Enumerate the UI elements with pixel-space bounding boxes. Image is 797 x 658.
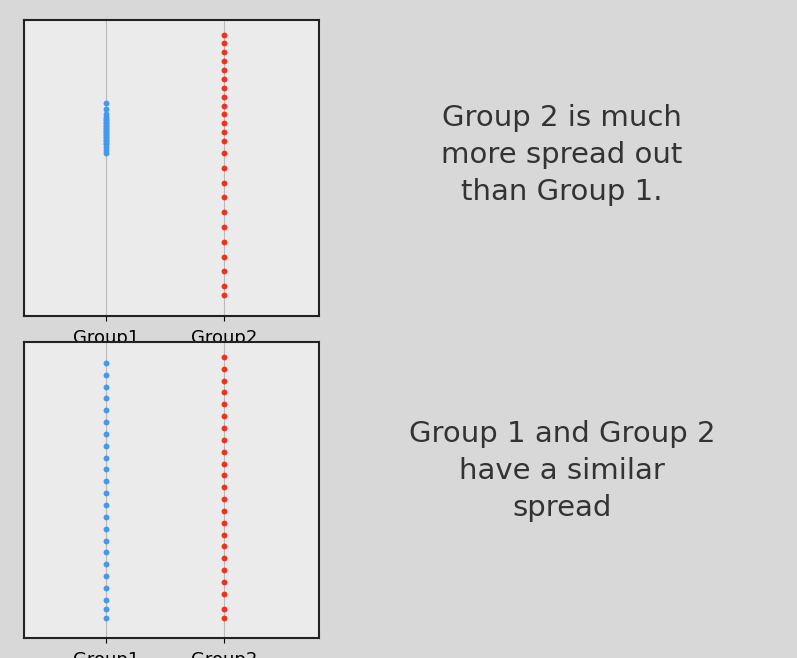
Point [218,565,231,575]
Point [100,488,113,499]
Point [218,148,231,159]
Point [100,382,113,392]
Point [218,100,231,111]
Point [218,207,231,217]
Point [218,222,231,232]
Point [218,411,231,422]
Point [100,429,113,440]
Point [218,109,231,120]
Point [100,112,113,122]
Point [218,363,231,374]
Point [218,399,231,409]
Point [100,476,113,487]
Point [218,576,231,588]
Point [218,423,231,434]
Point [218,266,231,276]
Point [100,405,113,416]
Point [100,121,113,132]
Point [100,134,113,145]
Text: Group 2 is much
more spread out
than Group 1.: Group 2 is much more spread out than Gro… [442,105,682,206]
Point [100,453,113,463]
Point [218,251,231,262]
Point [100,103,113,114]
Point [218,553,231,563]
Point [218,127,231,138]
Point [100,142,113,153]
Point [100,595,113,605]
Point [100,128,113,139]
Point [100,116,113,127]
Point [100,583,113,594]
Point [100,127,113,138]
Point [100,559,113,570]
Point [100,114,113,124]
Point [218,612,231,622]
Point [218,74,231,84]
Point [218,541,231,551]
Point [100,524,113,534]
Point [100,393,113,404]
Point [218,529,231,540]
Point [218,603,231,614]
Point [100,547,113,558]
Point [100,126,113,136]
Point [218,281,231,291]
Point [218,38,231,49]
Point [100,132,113,142]
Point [100,109,113,120]
Point [100,133,113,143]
Point [218,494,231,504]
Point [100,612,113,622]
Point [218,588,231,599]
Point [218,446,231,457]
Point [218,91,231,102]
Point [218,290,231,300]
Point [218,434,231,445]
Point [100,120,113,130]
Point [218,387,231,397]
Point [100,500,113,511]
Point [218,136,231,146]
Point [218,177,231,188]
Point [100,358,113,368]
Point [218,118,231,129]
Point [218,30,231,40]
Point [218,65,231,76]
Point [100,138,113,148]
Text: Group 1 and Group 2
have a similar
spread: Group 1 and Group 2 have a similar sprea… [409,420,715,522]
Point [218,47,231,57]
Point [218,482,231,492]
Point [100,145,113,155]
Point [100,136,113,146]
Point [100,465,113,475]
Point [218,517,231,528]
Point [100,122,113,133]
Point [100,536,113,546]
Point [218,458,231,468]
Point [100,417,113,428]
Point [218,237,231,247]
Point [100,512,113,522]
Point [100,118,113,129]
Point [218,470,231,480]
Point [218,351,231,362]
Point [100,139,113,149]
Point [100,603,113,614]
Point [218,163,231,173]
Point [100,124,113,135]
Point [218,82,231,93]
Point [218,56,231,66]
Point [100,441,113,451]
Point [218,192,231,203]
Point [100,571,113,582]
Point [100,130,113,141]
Point [218,505,231,516]
Point [100,97,113,108]
Point [100,115,113,126]
Point [218,375,231,386]
Point [100,370,113,380]
Point [100,148,113,159]
